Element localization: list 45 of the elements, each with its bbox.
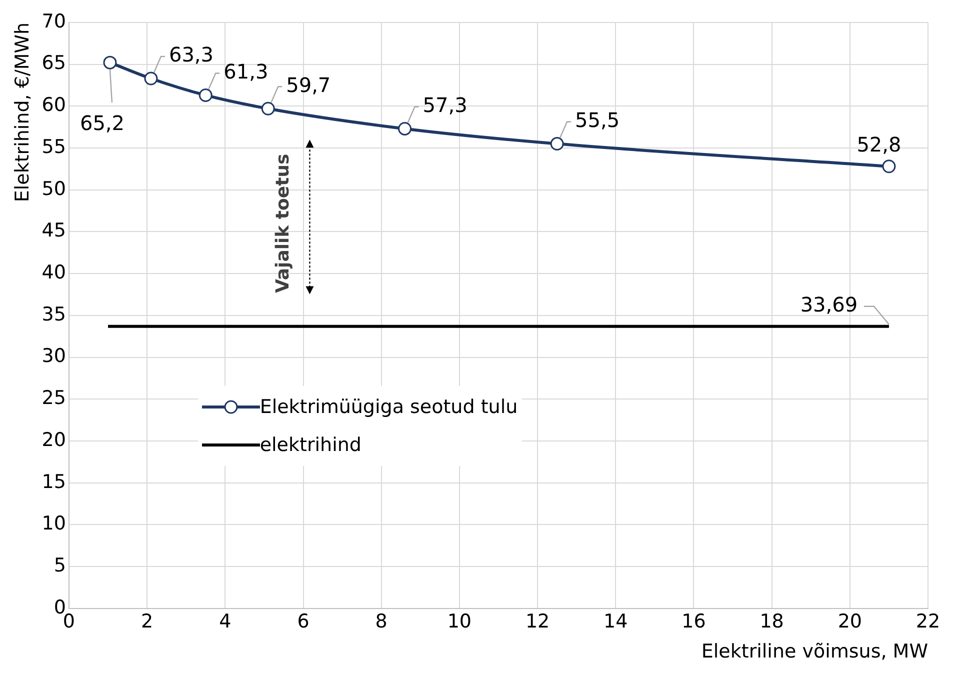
point (103, 56, 117, 70)
point (398, 122, 412, 136)
data-label: 61,3 (224, 59, 268, 84)
annotation: Vajalik toetus (272, 154, 294, 294)
y-tick-label: 25 (42, 387, 66, 410)
y-tick-label: 50 (42, 178, 66, 200)
point (198, 88, 212, 102)
data-label: 57,3 (422, 92, 468, 117)
legend-label: elektrihind (260, 434, 362, 456)
x-tick-label: 20 (838, 610, 862, 633)
y-tick-label: 35 (42, 303, 66, 326)
legend-label: Elektrimüügiga seotud tulu (260, 396, 518, 418)
point (144, 72, 158, 86)
y-tick-label: 60 (42, 94, 66, 116)
y-tick-label: 55 (42, 136, 66, 158)
x-tick-label: 8 (375, 610, 388, 633)
data-label: 63,3 (168, 42, 214, 67)
point (550, 137, 564, 151)
x-tick-label: 2 (141, 610, 154, 633)
x-tick-label: 10 (447, 610, 472, 633)
x-tick-label: 22 (916, 610, 940, 633)
y-tick-label: 65 (42, 52, 66, 74)
data-label: 52,8 (856, 132, 902, 157)
x-tick-label: 4 (219, 610, 232, 633)
x-tick-label: 12 (525, 610, 550, 633)
y-tick-label: 45 (42, 220, 66, 242)
point (882, 160, 896, 174)
y-tick-label: 5 (54, 554, 66, 576)
data-label: 33,69 (800, 292, 858, 317)
y-tick-label: 40 (42, 261, 66, 284)
y-tick-label: 15 (42, 470, 66, 493)
data-label: 59,7 (286, 72, 331, 97)
y-tick-label: 10 (42, 512, 66, 535)
x-tick-label: 6 (297, 610, 310, 633)
y-tick-label: 70 (42, 10, 66, 32)
data-label: 55,5 (575, 108, 620, 132)
x-tick-label: 18 (760, 610, 784, 633)
x-axis-title: Elektriline võimsus, MW (701, 640, 928, 663)
y-tick-label: 30 (42, 345, 66, 368)
point (261, 102, 275, 116)
data-label: 65,2 (80, 110, 125, 135)
y-tick-label: 20 (42, 428, 66, 451)
x-tick-label: 14 (604, 610, 628, 633)
y-axis-title: Elektrihind, €/MWh (11, 22, 34, 202)
x-tick-label: 16 (682, 610, 706, 633)
